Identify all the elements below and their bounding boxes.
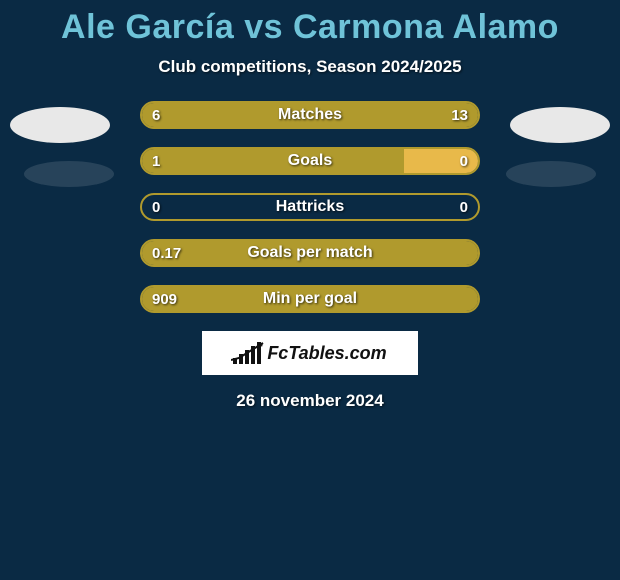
stat-bar-p2 [243, 103, 478, 127]
stat-bar-p1 [142, 287, 478, 311]
logo-text: FcTables.com [267, 343, 386, 364]
snapshot-date: 26 november 2024 [0, 391, 620, 411]
logo-chart-icon [233, 342, 261, 364]
stat-bars: 613Matches 10Goals 0 0Hattricks 0.17Goals pe… [140, 101, 480, 313]
stat-row: 10Goals [140, 147, 480, 175]
stat-row: 0 0Hattricks [140, 193, 480, 221]
stat-bar-p1 [142, 241, 478, 265]
subtitle: Club competitions, Season 2024/2025 [0, 57, 620, 77]
player2-shadow [506, 161, 596, 187]
player1-badge [10, 107, 110, 143]
stat-value-p2: 0 [460, 195, 468, 219]
comparison-arena: 613Matches 10Goals 0 0Hattricks 0.17Goals pe… [0, 101, 620, 313]
page-title: Ale García vs Carmona Alamo [0, 0, 620, 47]
stat-bar-p1 [142, 149, 404, 173]
logo-box[interactable]: FcTables.com [202, 331, 418, 375]
stat-row: 613Matches [140, 101, 480, 129]
stat-bar-p2 [404, 149, 478, 173]
stat-row: 909Min per goal [140, 285, 480, 313]
stat-bar-p1 [142, 103, 243, 127]
stat-row: 0.17Goals per match [140, 239, 480, 267]
stat-label: Hattricks [142, 195, 478, 219]
player2-badge [510, 107, 610, 143]
player1-shadow [24, 161, 114, 187]
stat-value-p1: 0 [152, 195, 160, 219]
